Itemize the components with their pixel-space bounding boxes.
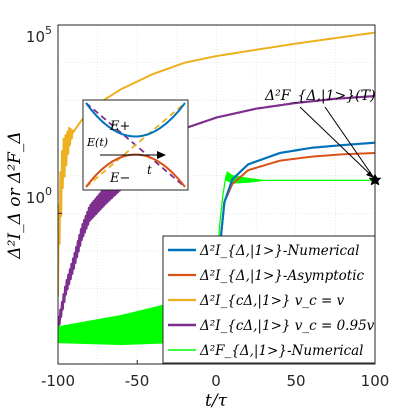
y-axis-label: Δ²I_Δ or Δ²F_Δ (5, 131, 25, 259)
x-axis-label: t/τ (205, 391, 228, 411)
legend-label: Δ²I_{Δ,|1>}-Numerical (199, 243, 359, 259)
legend-label: Δ²I_{cΔ,|1>} v_c = v (199, 293, 345, 309)
y-tick-label-1e5: 105 (26, 24, 52, 46)
inset-label-eminus: E− (109, 171, 130, 186)
x-tick-label: 0 (211, 372, 221, 390)
inset-arrow-head (157, 151, 166, 159)
marker-star (368, 173, 382, 186)
inset-diagram: E+ E− E(t) t (82, 99, 189, 191)
inset-label-eoft: E(t) (86, 136, 108, 149)
series-line (214, 141, 375, 347)
annotation: Δ²F_{Δ,|1>}(T) (264, 88, 382, 186)
inset-label-eplus: E+ (109, 119, 130, 134)
x-tick-label: 50 (286, 372, 305, 390)
x-tick-label: 100 (361, 372, 390, 390)
x-tick-labels: -100 -50 0 50 100 (41, 372, 389, 390)
x-tick-label: -100 (41, 372, 75, 390)
inset-upper-level (85, 102, 186, 138)
series-line (58, 31, 375, 297)
arrow-head (366, 171, 374, 178)
annotation-arrow (324, 106, 375, 179)
y-tick-label-1e0: 100 (26, 185, 52, 207)
legend-label: Δ²I_{Δ,|1>}-Asymptotic (199, 268, 365, 284)
inset-label-t: t (147, 163, 152, 177)
legend-label: Δ²I_{cΔ,|1>} v_c = 0.95v (199, 318, 375, 334)
legend-box (162, 235, 376, 364)
legend-label: Δ²F_{Δ,|1>}-Numerical (199, 343, 364, 359)
annotation-arrow (299, 106, 375, 179)
legend: Δ²I_{Δ,|1>}-Numerical Δ²I_{Δ,|1>}-Asympto… (162, 235, 376, 364)
x-tick-label: -50 (125, 372, 150, 390)
annotation-label: Δ²F_{Δ,|1>}(T) (264, 88, 375, 104)
inset-diabatic-line (85, 102, 186, 188)
